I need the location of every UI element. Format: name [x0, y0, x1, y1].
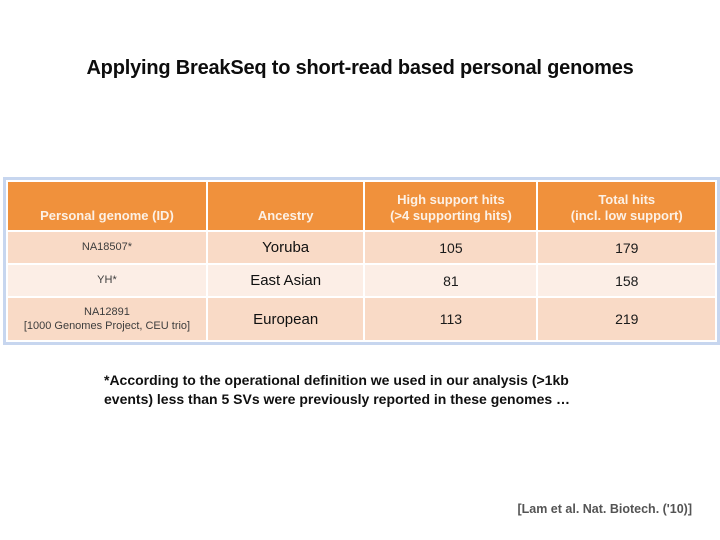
ancestry-text: Yoruba [262, 239, 310, 256]
cell-high-support-hits: 105 [365, 232, 537, 263]
high-support-hits-value: 105 [439, 239, 463, 256]
genome-id-text: NA18507* [81, 241, 133, 254]
column-header-high-support-hits: High support hits (>4 supporting hits) [365, 182, 537, 230]
cell-high-support-hits: 81 [365, 265, 537, 296]
table-row: NA18507* Yoruba 105 179 [8, 232, 715, 263]
cell-ancestry: East Asian [207, 265, 364, 296]
cell-ancestry: European [207, 298, 364, 340]
genome-table: Personal genome (ID) Ancestry High suppo… [3, 177, 720, 345]
footnote-text: *According to the operational definition… [104, 372, 571, 407]
total-hits-value: 219 [615, 311, 639, 327]
table-header-row: Personal genome (ID) Ancestry High suppo… [8, 182, 715, 230]
high-support-hits-value: 113 [439, 311, 463, 327]
genome-id-text: NA12891 [84, 305, 130, 318]
cell-total-hits: 179 [538, 232, 715, 263]
genome-id-note: [1000 Genomes Project, CEU trio] [23, 320, 191, 332]
genome-id-text: YH* [97, 274, 117, 287]
ancestry-text: East Asian [250, 272, 322, 289]
column-header-ancestry: Ancestry [207, 182, 364, 230]
cell-total-hits: 158 [538, 265, 715, 296]
cell-genome-id: YH* [8, 265, 206, 296]
slide-title: Applying BreakSeq to short-read based pe… [86, 57, 634, 79]
total-hits-value: 158 [615, 272, 639, 289]
high-support-hits-value: 81 [443, 272, 459, 289]
cell-ancestry: Yoruba [207, 232, 364, 263]
table-row: NA12891 [1000 Genomes Project, CEU trio]… [8, 298, 715, 340]
column-header-personal-genome-id: Personal genome (ID) [8, 182, 206, 230]
cell-total-hits: 219 [538, 298, 715, 340]
ancestry-text: European [253, 310, 319, 328]
cell-genome-id: NA18507* [8, 232, 206, 263]
table-row: YH* East Asian 81 158 [8, 265, 715, 296]
column-header-total-hits: Total hits (incl. low support) [538, 182, 715, 230]
total-hits-value: 179 [615, 239, 639, 256]
citation-text: [Lam et al. Nat. Biotech. ('10)] [517, 502, 692, 516]
cell-high-support-hits: 113 [365, 298, 537, 340]
cell-genome-id: NA12891 [1000 Genomes Project, CEU trio] [8, 298, 206, 340]
